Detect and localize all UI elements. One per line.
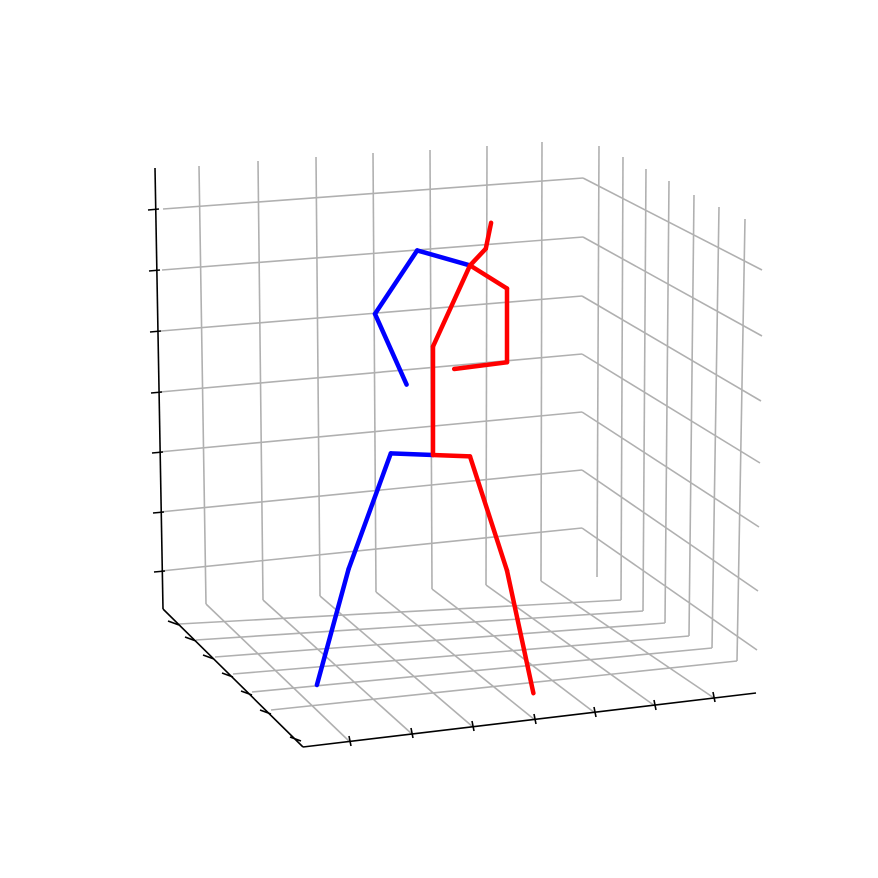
bone-neck-to-head xyxy=(467,246,489,268)
grid-side-vertical xyxy=(620,156,624,601)
grid-side-vertical xyxy=(642,168,647,612)
grid-back-vertical xyxy=(198,165,207,605)
grid-side-horizontal xyxy=(581,411,760,528)
y-axis-tick xyxy=(240,690,253,696)
grid-back-vertical xyxy=(596,145,600,578)
grid-side-vertical xyxy=(711,206,720,649)
grid-floor-depth xyxy=(540,580,715,699)
axis-ticks xyxy=(147,208,716,747)
y-axis-tick xyxy=(289,736,302,742)
grid-side-horizontal xyxy=(581,469,759,592)
bone-left-elbow-to-left-wrist xyxy=(372,311,409,387)
grid-floor-width xyxy=(251,647,713,693)
x-axis-tick xyxy=(533,713,537,725)
bone-spine-to-neck xyxy=(430,263,473,349)
bone-right-hip-to-right-knee xyxy=(467,454,510,573)
x-axis-tick xyxy=(712,691,716,703)
grid-side-horizontal xyxy=(582,177,763,271)
grid-back-horizontal xyxy=(162,177,584,210)
grid-back-horizontal xyxy=(159,353,583,393)
y-axis-tick xyxy=(202,654,215,660)
z-axis-tick xyxy=(153,570,166,573)
grid-floor-depth xyxy=(262,599,413,735)
bone-head-to-head-top xyxy=(483,220,494,251)
z-axis-tick xyxy=(152,511,165,514)
z-axis-tick xyxy=(147,208,160,211)
bone-left-knee-to-left-ankle xyxy=(314,566,351,688)
grid-side-horizontal xyxy=(581,527,758,651)
grid-back-horizontal xyxy=(160,295,583,332)
z-axis-tick xyxy=(148,269,161,272)
y-axis-tick xyxy=(259,709,272,715)
grid-back-vertical xyxy=(257,160,264,601)
grid-back-horizontal xyxy=(160,527,583,572)
axes xyxy=(154,167,757,748)
y-axis-tick xyxy=(221,672,234,678)
bone-neck-to-left-shoulder xyxy=(414,248,473,268)
grid-lines xyxy=(158,141,763,743)
skeleton xyxy=(314,220,536,696)
bone-neck-to-right-shoulder xyxy=(467,263,510,291)
z-axis-tick xyxy=(151,451,164,454)
grid-floor-width xyxy=(232,635,690,675)
x-axis-tick xyxy=(471,720,475,732)
grid-back-horizontal xyxy=(159,469,583,513)
grid-back-vertical xyxy=(540,141,543,582)
z-axis-tick xyxy=(149,330,162,333)
bone-left-shoulder-to-left-elbow xyxy=(372,248,420,317)
bone-hip-center-to-right-hip xyxy=(430,452,473,459)
bone-left-hip-to-hip-center xyxy=(388,451,436,458)
x-axis-tick xyxy=(593,706,597,718)
grid-floor-width xyxy=(214,622,666,658)
grid-floor-depth xyxy=(205,603,351,743)
grid-side-horizontal xyxy=(582,236,763,337)
grid-side-vertical xyxy=(688,194,695,637)
grid-floor-depth xyxy=(319,595,474,728)
grid-side-horizontal xyxy=(581,295,762,402)
y-axis-tick xyxy=(167,620,180,626)
grid-side-vertical xyxy=(664,180,670,624)
grid-back-horizontal xyxy=(158,411,583,453)
z-axis-tick xyxy=(150,391,163,394)
bone-right-elbow-to-right-wrist xyxy=(451,360,510,372)
bone-right-knee-to-right-ankle xyxy=(504,568,536,696)
grid-floor-width xyxy=(270,660,738,711)
grid-floor-width xyxy=(195,610,644,641)
x-axis-tick xyxy=(410,727,414,739)
y-axis xyxy=(162,608,304,748)
grid-floor-width xyxy=(178,599,622,625)
x-axis xyxy=(302,692,757,748)
grid-side-horizontal xyxy=(581,353,761,464)
x-axis-tick xyxy=(653,699,657,711)
bone-left-hip-to-left-knee xyxy=(346,451,394,572)
y-axis-tick xyxy=(184,636,197,642)
grid-side-vertical xyxy=(736,218,746,662)
grid-back-horizontal xyxy=(161,236,584,271)
z-axis xyxy=(154,167,164,610)
x-axis-tick xyxy=(348,735,352,747)
grid-back-vertical xyxy=(315,156,321,597)
